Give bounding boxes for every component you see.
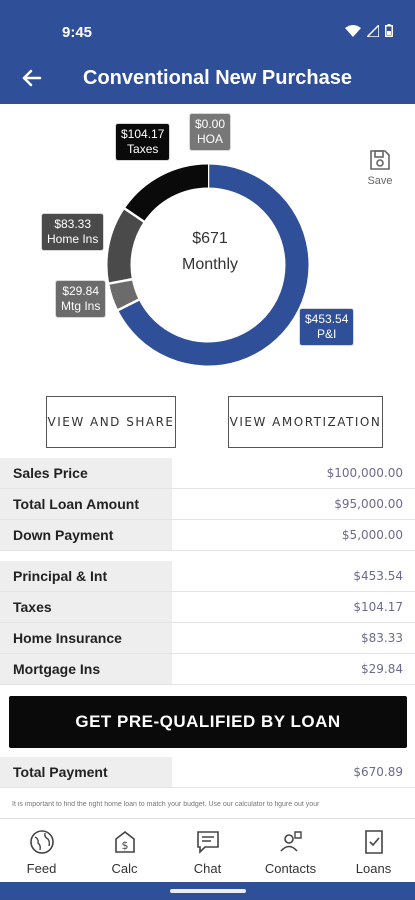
callout-hoa: $0.00 HOA [189,113,232,151]
tab-chat[interactable]: Chat [166,819,249,882]
app-bar: Conventional New Purchase [0,56,415,104]
callout-home-ins-value: $83.33 [54,217,92,231]
callout-taxes: $104.17 Taxes [115,123,171,161]
chart-center-value: $671 [192,230,228,247]
callout-hoa-value: $0.00 [195,117,226,131]
row-home-insurance: Home Insurance $83.33 [0,623,415,654]
back-arrow-icon[interactable] [18,64,46,92]
get-pre-qualified-button[interactable]: GET PRE-QUALIFIED BY LOAN [9,696,407,748]
page-title: Conventional New Purchase [83,67,352,89]
row-label: Total Loan Amount [0,489,172,519]
chart-center-label: Monthly [181,256,239,273]
disclaimer-text: It is important to find the right home l… [12,801,320,808]
total-section: Total Payment $670.89 [0,757,415,788]
floppy-disk-icon [370,150,390,170]
callout-pi-value: $453.54 [305,312,349,326]
battery-icon [385,24,393,37]
calculator-icon: $ [114,830,135,853]
callout-home-ins: $83.33 Home Ins [41,213,105,251]
row-value: $100,000.00 [326,466,403,480]
tab-label: Loans [355,861,392,876]
tab-contacts[interactable]: Contacts [249,819,332,882]
tab-loans[interactable]: Loans [332,819,415,882]
callout-home-ins-label: Home Ins [47,232,99,246]
callout-mtg-ins-label: Mtg Ins [61,299,101,313]
donut-slice-separator [108,277,134,285]
row-value: $29.84 [361,662,403,676]
row-total-loan-amount: Total Loan Amount $95,000.00 [0,489,415,520]
callout-pi-label: P&I [317,327,337,341]
loans-icon [364,830,383,854]
donut-slice-separator [116,298,141,312]
row-value: $83.33 [361,631,403,645]
callout-mtg-ins-value: $29.84 [62,284,100,298]
row-label: Total Payment [0,757,172,787]
donut-slice-mtg-ins [109,278,139,311]
system-nav-bar [0,882,415,900]
save-label: Save [367,175,393,187]
donut-slice-p-i [118,164,309,366]
callout-pi: $453.54 P&I [299,308,355,346]
donut-slice-taxes [124,164,209,222]
bottom-tab-bar: Feed $ Calc Chat Contacts Loans [0,818,415,882]
row-label: Principal & Int [0,561,172,591]
callout-taxes-value: $104.17 [121,127,165,141]
row-principal-int: Principal & Int $453.54 [0,561,415,592]
home-gesture-pill[interactable] [170,889,246,893]
payment-chart: $671 Monthly $104.17 Taxes $0.00 HOA $83… [0,104,415,394]
row-label: Down Payment [0,520,172,550]
view-and-share-button[interactable]: VIEW AND SHARE [46,396,176,448]
save-button[interactable]: Save [363,148,397,187]
row-sales-price: Sales Price $100,000.00 [0,458,415,489]
chat-icon [196,831,219,854]
status-time: 9:45 [62,24,93,41]
status-bar: 9:45 [0,0,415,56]
row-value: $95,000.00 [334,497,403,511]
tab-label: Feed [26,861,57,876]
globe-icon [29,830,54,854]
row-down-payment: Down Payment $5,000.00 [0,520,415,551]
donut-slice-home-ins [107,208,145,284]
row-label: Sales Price [0,458,172,488]
callout-hoa-label: HOA [197,132,224,146]
callout-taxes-label: Taxes [127,142,159,156]
row-value: $5,000.00 [341,528,403,542]
view-amortization-button[interactable]: VIEW AMORTIZATION [228,396,383,448]
system-icons [345,24,393,37]
tab-calc[interactable]: $ Calc [83,819,166,882]
row-label: Mortgage Ins [0,654,172,684]
tab-label: Contacts [264,861,317,876]
payment-breakdown: Principal & Int $453.54 Taxes $104.17 Ho… [0,561,415,685]
tab-feed[interactable]: Feed [0,819,83,882]
tab-label: Calc [111,861,138,876]
loan-summary: Sales Price $100,000.00 Total Loan Amoun… [0,458,415,551]
svg-text:$: $ [121,839,128,852]
wifi-icon [345,24,361,37]
donut-chart [107,163,309,366]
tab-label: Chat [193,861,222,876]
row-total-payment: Total Payment $670.89 [0,757,415,788]
signal-icon [367,24,379,37]
row-taxes: Taxes $104.17 [0,592,415,623]
row-value: $453.54 [353,569,403,583]
row-mortgage-ins: Mortgage Ins $29.84 [0,654,415,685]
donut-slice-separator [123,207,146,224]
row-label: Home Insurance [0,623,172,653]
row-label: Taxes [0,592,172,622]
row-value: $104.17 [353,600,403,614]
contacts-icon [279,831,302,852]
callout-mtg-ins: $29.84 Mtg Ins [55,280,107,318]
row-value: $670.89 [353,765,403,779]
